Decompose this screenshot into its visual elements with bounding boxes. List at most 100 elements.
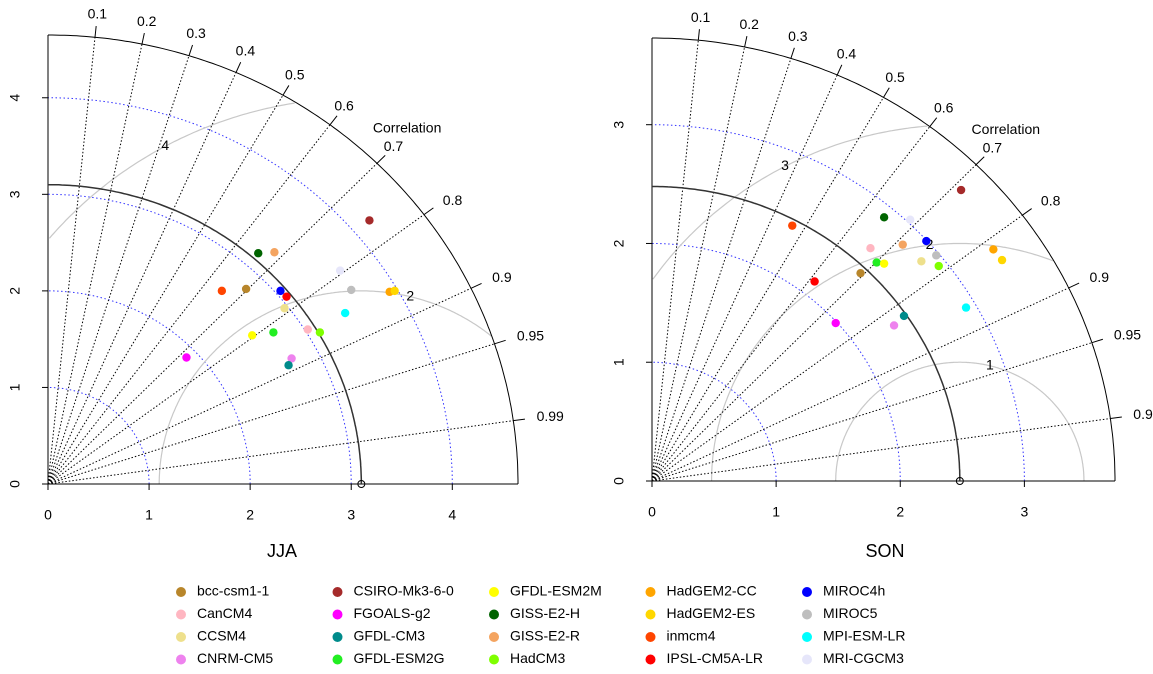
- correlation-tick-label: 0.99: [537, 408, 564, 424]
- correlation-tick: [1068, 282, 1080, 289]
- legend-marker: [489, 654, 499, 665]
- rms-arc: [835, 361, 1085, 481]
- correlation-tick-label: 0.6: [934, 100, 954, 116]
- sd-grid-arc: [652, 243, 901, 482]
- correlation-tick-label: 0.2: [739, 16, 759, 32]
- correlation-ray: [651, 214, 1023, 482]
- model-point: [287, 354, 296, 363]
- legend-marker: [802, 587, 812, 597]
- model-point: [269, 328, 278, 337]
- rms-label: 2: [406, 287, 414, 303]
- rms-arc: [158, 290, 492, 484]
- y-tick-label: 2: [7, 287, 23, 295]
- correlation-tick: [883, 87, 890, 98]
- legend-label: inmcm4: [667, 628, 716, 644]
- correlation-tick-label: 0.3: [186, 25, 206, 41]
- correlation-tick-label: 0.9: [1090, 269, 1110, 285]
- rms-label: 2: [926, 236, 934, 252]
- model-point: [889, 321, 899, 330]
- legend-label: CanCM4: [197, 605, 252, 621]
- legend-marker: [645, 632, 656, 642]
- y-tick-label: 3: [7, 190, 23, 198]
- legend-marker: [645, 587, 656, 597]
- legend-marker: [332, 587, 343, 597]
- correlation-tick: [1022, 208, 1032, 216]
- model-point: [315, 328, 325, 337]
- correlation-tick: [697, 29, 700, 41]
- x-tick-label: 1: [145, 507, 153, 523]
- model-point: [932, 251, 941, 260]
- reference-arc: [652, 185, 961, 481]
- x-tick-label: 0: [648, 504, 656, 520]
- model-point: [872, 258, 881, 267]
- correlation-ray: [47, 94, 284, 485]
- reference-point: [955, 477, 964, 485]
- correlation-ray: [651, 74, 838, 482]
- correlation-tick-label: 0.7: [983, 140, 1003, 156]
- legend-marker: [645, 654, 656, 665]
- legend-marker: [489, 609, 499, 620]
- model-point: [270, 248, 279, 257]
- model-point: [390, 286, 399, 296]
- legend-label: bcc-csm1-1: [197, 583, 270, 599]
- model-point: [282, 292, 291, 301]
- correlation-tick: [744, 35, 748, 48]
- legend-marker: [802, 609, 812, 620]
- model-point: [866, 244, 875, 253]
- y-tick-label: 1: [7, 383, 23, 391]
- correlation-ray: [651, 126, 931, 482]
- correlation-ray: [651, 287, 1069, 482]
- legend-label: GISS-E2-H: [510, 605, 580, 621]
- correlation-ray: [47, 43, 143, 485]
- y-tick-label: 4: [7, 94, 23, 102]
- rms-arc: [710, 242, 1054, 481]
- correlation-tick: [376, 154, 386, 164]
- rms-label: 3: [781, 157, 789, 173]
- correlation-tick: [929, 117, 938, 127]
- sd-grid-arc: [48, 193, 352, 484]
- model-point: [347, 285, 356, 295]
- correlation-ray: [47, 162, 378, 485]
- correlation-ray: [47, 37, 96, 485]
- legend-marker: [176, 609, 186, 620]
- legend-marker: [176, 587, 186, 597]
- correlation-tick-label: 0.95: [1114, 326, 1141, 342]
- correlation-tick-label: 0.4: [837, 45, 857, 61]
- legend-label: IPSL-CM5A-LR: [667, 650, 763, 666]
- correlation-tick: [94, 26, 97, 38]
- model-point: [254, 249, 263, 258]
- legend-label: MRI-CGCM3: [823, 650, 904, 666]
- legend-label: CCSM4: [197, 628, 246, 644]
- legend-marker: [332, 609, 343, 620]
- outer-arc: [652, 37, 1116, 481]
- y-tick-label: 0: [611, 477, 627, 485]
- y-tick-label: 1: [611, 358, 627, 366]
- model-point: [879, 259, 889, 268]
- model-point: [899, 311, 909, 321]
- sd-grid-arc: [48, 290, 251, 485]
- correlation-tick-label: 0.1: [88, 6, 108, 22]
- rms-label: 4: [161, 137, 169, 153]
- legend-label: GISS-E2-R: [510, 628, 580, 644]
- correlation-label: Correlation: [972, 121, 1040, 137]
- correlation-ray: [651, 46, 746, 482]
- correlation-tick-label: 0.99: [1133, 406, 1153, 422]
- correlation-tick: [470, 282, 482, 289]
- correlation-tick: [235, 61, 242, 73]
- correlation-ray: [47, 420, 514, 485]
- correlation-tick-label: 0.2: [137, 13, 157, 29]
- legend-label: MIROC4h: [823, 583, 885, 599]
- legend-marker: [176, 632, 186, 642]
- outer-arc: [48, 34, 519, 484]
- x-tick-label: 3: [1020, 504, 1028, 520]
- correlation-tick: [513, 418, 525, 422]
- chart-title: JJA: [267, 541, 297, 561]
- y-tick-label: 2: [611, 239, 627, 247]
- legend-label: HadCM3: [510, 650, 565, 666]
- legend-marker: [802, 632, 812, 642]
- correlation-tick-label: 0.7: [384, 138, 404, 154]
- legend-label: MIROC5: [823, 605, 878, 621]
- x-tick-label: 2: [246, 507, 254, 523]
- correlation-label: Correlation: [373, 119, 441, 135]
- reference-point: [357, 480, 366, 488]
